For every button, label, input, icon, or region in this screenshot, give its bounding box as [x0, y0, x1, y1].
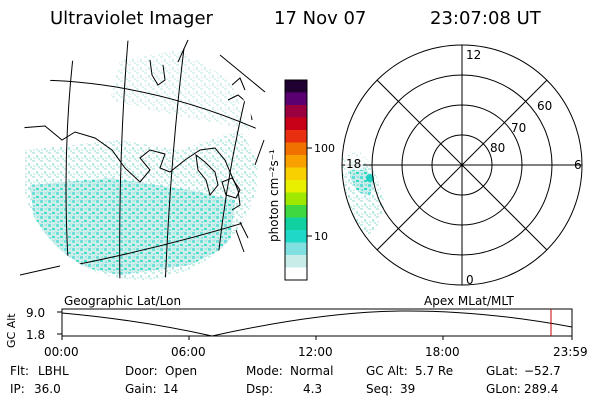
- glat-label: GLat:: [486, 364, 518, 378]
- time-label: 23:07:08 UT: [430, 8, 542, 29]
- seq-label: Seq:: [366, 382, 393, 396]
- glon-label: GLon:: [486, 382, 521, 396]
- colorbar-unit-label: photon cm⁻²s⁻¹: [267, 149, 281, 242]
- ip-label: IP:: [10, 382, 25, 396]
- colorbar-tick-10: 10: [314, 230, 328, 243]
- glon-value: 289.4: [524, 382, 558, 396]
- colorbar-cell: [285, 92, 307, 106]
- mode-label: Mode:: [246, 364, 283, 378]
- mlat-label-60: 60: [537, 99, 552, 113]
- geographic-label: Geographic Lat/Lon: [64, 294, 181, 308]
- mlat-label-80: 80: [490, 141, 505, 155]
- mode-value: Normal: [290, 364, 333, 378]
- alt-tick-high: 9.0: [26, 306, 45, 320]
- gc-alt-value: 5.7 Re: [415, 364, 453, 378]
- door-label: Door:: [125, 364, 158, 378]
- colorbar-cell: [285, 217, 307, 231]
- colorbar-cell: [285, 255, 307, 268]
- alt-tick-low: 1.8: [26, 328, 45, 342]
- seq-value: 39: [400, 382, 415, 396]
- time-tick-1200: 12:00: [298, 345, 333, 359]
- colorbar-cell: [285, 180, 307, 193]
- colorbar-cell: [285, 242, 307, 256]
- mlt-label-0: 0: [466, 273, 474, 287]
- colorbar-cell: [285, 205, 307, 218]
- date-label: 17 Nov 07: [274, 8, 366, 29]
- colorbar-cell: [285, 105, 307, 118]
- filter-value: LBHL: [38, 364, 69, 378]
- time-tick-1800: 18:00: [425, 345, 460, 359]
- colorbar-cell: [285, 267, 307, 281]
- colorbar-cell: [285, 167, 307, 181]
- mlat-label-70: 70: [511, 121, 526, 135]
- ip-value: 36.0: [34, 382, 61, 396]
- polar-map: 12 18 6 0 60 70 80: [341, 44, 583, 287]
- geographic-map: [19, 39, 266, 280]
- altitude-strip: 9.0 1.8 GC Alt 00:00 06:00 12:00 18:00 2…: [5, 306, 588, 359]
- colorbar-cell: [285, 117, 307, 131]
- polar-label: Apex MLat/MLT: [424, 294, 514, 308]
- time-tick-0000: 00:00: [44, 345, 79, 359]
- time-tick-2359: 23:59: [553, 345, 588, 359]
- door-value: Open: [165, 364, 197, 378]
- mlt-label-12: 12: [466, 48, 481, 62]
- status-panel: Flt: LBHL Door: Open Mode: Normal GC Alt…: [10, 364, 561, 396]
- colorbar: 100 10 photon cm⁻²s⁻¹: [267, 79, 335, 281]
- colorbar-cell: [285, 155, 307, 168]
- glat-value: −52.7: [524, 364, 561, 378]
- mlt-label-6: 6: [574, 158, 582, 172]
- colorbar-cell: [285, 230, 307, 243]
- gc-alt-label: GC Alt:: [366, 364, 408, 378]
- colorbar-cell: [285, 130, 307, 143]
- dsp-label: Dsp:: [246, 382, 273, 396]
- colorbar-cell: [285, 80, 307, 93]
- dsp-value: 4.3: [303, 382, 322, 396]
- instrument-title: Ultraviolet Imager: [50, 8, 214, 29]
- time-tick-0600: 06:00: [171, 345, 206, 359]
- colorbar-cell: [285, 142, 307, 156]
- alt-axis-label: GC Alt: [5, 313, 18, 348]
- mlt-label-18: 18: [346, 157, 361, 171]
- filter-label: Flt:: [10, 364, 29, 378]
- gain-label: Gain:: [125, 382, 157, 396]
- gain-value: 14: [163, 382, 178, 396]
- colorbar-cell: [285, 192, 307, 206]
- colorbar-tick-100: 100: [314, 142, 335, 155]
